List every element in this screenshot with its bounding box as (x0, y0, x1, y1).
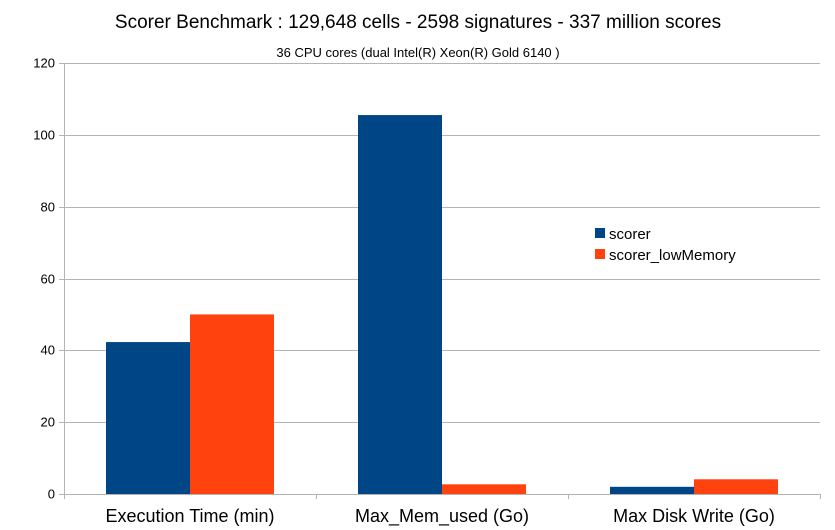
x-tick-label: Max_Mem_used (Go) (355, 506, 529, 527)
x-axis-ticks: Execution Time (min) Max_Mem_used (Go) Max… (105, 506, 774, 527)
legend: scorer scorer_lowMemory (595, 226, 736, 264)
x-tick-label: Execution Time (min) (105, 506, 274, 526)
x-tick-label: Max Disk Write (Go) (613, 506, 775, 526)
y-tick-label: 60 (41, 272, 55, 287)
legend-label-scorer_lowMemory: scorer_lowMemory (609, 247, 736, 264)
legend-swatch-scorer_lowMemory (595, 249, 605, 259)
bars (106, 115, 778, 495)
bar-scorer_lowMemory-0 (190, 314, 274, 494)
bar-scorer-2 (610, 486, 694, 494)
bar-scorer_lowMemory-1 (442, 484, 526, 494)
axes (64, 63, 821, 499)
bar-scorer_lowMemory-2 (694, 479, 778, 494)
bar-scorer-1 (358, 115, 442, 495)
legend-swatch-scorer (595, 228, 605, 238)
y-tick-label: 80 (41, 200, 55, 215)
y-tick-label: 120 (33, 56, 55, 71)
y-tick-label: 40 (41, 343, 55, 358)
y-tick-label: 100 (33, 128, 55, 143)
y-tick-label: 20 (41, 415, 55, 430)
y-axis-ticks: 0 20 40 60 80 100 120 (33, 56, 55, 502)
chart-subtitle: 36 CPU cores (dual Intel(R) Xeon(R) Gold… (276, 45, 559, 60)
legend-label-scorer: scorer (609, 226, 651, 243)
bar-scorer-0 (106, 342, 190, 494)
y-tick-label: 0 (48, 487, 55, 502)
chart-title: Scorer Benchmark : 129,648 cells - 2598 … (115, 12, 721, 33)
